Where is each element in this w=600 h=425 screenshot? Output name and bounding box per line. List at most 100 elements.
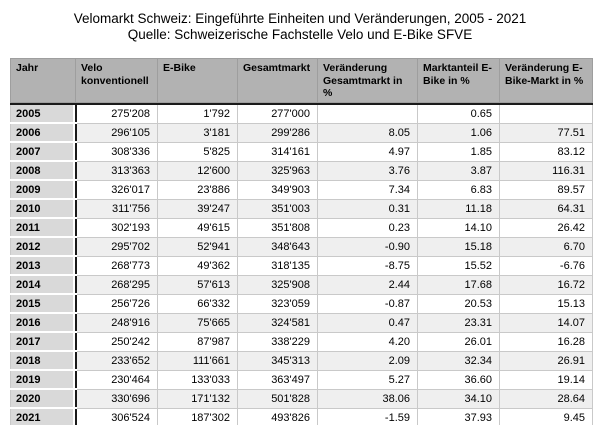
value-cell: 3.87 — [417, 160, 500, 181]
value-cell: 318'135 — [237, 255, 318, 276]
value-cell: 250'242 — [75, 331, 158, 352]
value-cell: 2.09 — [317, 350, 418, 371]
value-cell: 36.60 — [417, 369, 500, 390]
year-cell: 2006 — [10, 122, 77, 143]
value-cell: 26.42 — [499, 217, 593, 238]
value-cell: 233'652 — [75, 350, 158, 371]
value-cell: 11.18 — [417, 198, 500, 219]
table-row: 2014 268'295 57'613 325'908 2.44 17.68 16.72 — [10, 274, 593, 295]
table-row: 2015 256'726 66'332 323'059 -0.87 20.53 15.13 — [10, 293, 593, 314]
value-cell: 28.64 — [499, 388, 593, 409]
value-cell: 15.18 — [417, 236, 500, 257]
table-title: Velomarkt Schweiz: Eingeführte Einheiten… — [73, 11, 527, 26]
year-cell: 2021 — [10, 407, 77, 425]
value-cell: 133'033 — [157, 369, 238, 390]
value-cell: 326'017 — [75, 179, 158, 200]
value-cell: 330'696 — [75, 388, 158, 409]
table-row: 2016 248'916 75'665 324'581 0.47 23.31 14.07 — [10, 312, 593, 333]
value-cell: 501'828 — [237, 388, 318, 409]
value-cell: 111'661 — [157, 350, 238, 371]
table-body: 2005 275'208 1'792 277'000 0.65 2006 296'105 3'… — [10, 102, 593, 425]
value-cell: 325'908 — [237, 274, 318, 295]
value-cell: 77.51 — [499, 122, 593, 143]
value-cell: 348'643 — [237, 236, 318, 257]
value-cell: 296'105 — [75, 122, 158, 143]
value-cell: 6.83 — [417, 179, 500, 200]
value-cell: 325'963 — [237, 160, 318, 181]
value-cell: 52'941 — [157, 236, 238, 257]
gap-cell — [317, 102, 418, 104]
value-cell: 49'362 — [157, 255, 238, 276]
value-cell: 345'313 — [237, 350, 318, 371]
value-cell: 493'826 — [237, 407, 318, 425]
value-cell: 6.70 — [499, 236, 593, 257]
value-cell: 363'497 — [237, 369, 318, 390]
value-cell: 3.76 — [317, 160, 418, 181]
column-header: Velo konventionell — [75, 58, 158, 103]
value-cell: 302'193 — [75, 217, 158, 238]
value-cell: 0.47 — [317, 312, 418, 333]
value-cell: 248'916 — [75, 312, 158, 333]
value-cell: 4.97 — [317, 141, 418, 162]
value-cell: 1.06 — [417, 122, 500, 143]
table-row: 2008 313'363 12'600 325'963 3.76 3.87 116.31 — [10, 160, 593, 181]
year-cell: 2018 — [10, 350, 77, 371]
value-cell: 23'886 — [157, 179, 238, 200]
gap-cell — [75, 102, 158, 104]
value-cell: 89.57 — [499, 179, 593, 200]
year-cell: 2020 — [10, 388, 77, 409]
year-cell: 2011 — [10, 217, 77, 238]
value-cell: 3'181 — [157, 122, 238, 143]
value-cell: 75'665 — [157, 312, 238, 333]
table-row: 2006 296'105 3'181 299'286 8.05 1.06 77.51 — [10, 122, 593, 143]
value-cell: 311'756 — [75, 198, 158, 219]
value-cell: 14.10 — [417, 217, 500, 238]
value-cell: 26.91 — [499, 350, 593, 371]
gap-cell — [499, 102, 593, 104]
year-cell: 2012 — [10, 236, 77, 257]
year-cell: 2008 — [10, 160, 77, 181]
value-cell: 23.31 — [417, 312, 500, 333]
value-cell: 308'336 — [75, 141, 158, 162]
year-cell: 2015 — [10, 293, 77, 314]
velomarkt-data-table: Jahr Velo konventionell E-Bike Gesamtmarkt V… — [10, 58, 593, 425]
value-cell: 37.93 — [417, 407, 500, 425]
table-row: 2020 330'696 171'132 501'828 38.06 34.10 28.64 — [10, 388, 593, 409]
value-cell: 306'524 — [75, 407, 158, 425]
table-row: 2013 268'773 49'362 318'135 -8.75 15.52 -6.76 — [10, 255, 593, 276]
value-cell: -0.87 — [317, 293, 418, 314]
value-cell: 268'773 — [75, 255, 158, 276]
year-cell: 2019 — [10, 369, 77, 390]
value-cell: 5'825 — [157, 141, 238, 162]
value-cell: 64.31 — [499, 198, 593, 219]
value-cell: 351'808 — [237, 217, 318, 238]
value-cell: 0.23 — [317, 217, 418, 238]
year-cell: 2013 — [10, 255, 77, 276]
value-cell: 299'286 — [237, 122, 318, 143]
value-cell: 268'295 — [75, 274, 158, 295]
title-block: Velomarkt Schweiz: Eingeführte Einheiten… — [0, 0, 600, 42]
table-source: Quelle: Schweizerische Fachstelle Velo u… — [127, 26, 473, 42]
value-cell: 351'003 — [237, 198, 318, 219]
year-cell: 2007 — [10, 141, 77, 162]
gap-cell — [10, 102, 76, 104]
value-cell: 15.52 — [417, 255, 500, 276]
gap-cell — [417, 102, 500, 104]
year-cell: 2005 — [10, 103, 77, 124]
value-cell: 314'161 — [237, 141, 318, 162]
column-header: Veränderung E-Bike-Markt in % — [499, 58, 593, 103]
value-cell: 19.14 — [499, 369, 593, 390]
year-cell: 2010 — [10, 198, 77, 219]
value-cell: 8.05 — [317, 122, 418, 143]
table-row: 2018 233'652 111'661 345'313 2.09 32.34 26.91 — [10, 350, 593, 371]
header-gap-row — [10, 102, 593, 104]
value-cell: 66'332 — [157, 293, 238, 314]
table-row: 2007 308'336 5'825 314'161 4.97 1.85 83.12 — [10, 141, 593, 162]
value-cell: 2.44 — [317, 274, 418, 295]
value-cell: -0.90 — [317, 236, 418, 257]
value-cell: 12'600 — [157, 160, 238, 181]
column-header: Gesamtmarkt — [237, 58, 318, 103]
value-cell: 256'726 — [75, 293, 158, 314]
value-cell: 83.12 — [499, 141, 593, 162]
